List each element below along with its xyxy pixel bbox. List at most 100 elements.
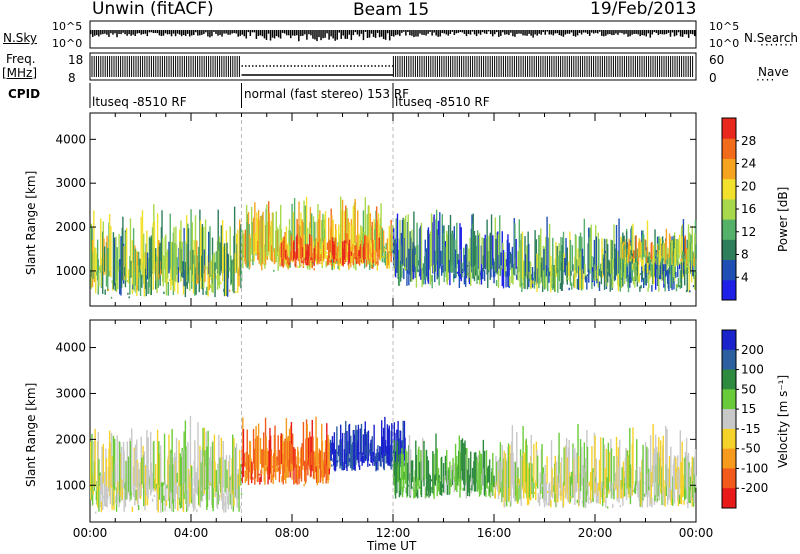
data-streak [302, 247, 304, 258]
data-streak [335, 255, 337, 262]
data-streak [116, 435, 118, 505]
data-streak [222, 246, 224, 274]
ytick-label: 3000 [55, 386, 86, 400]
data-streak [271, 465, 274, 468]
nsky-mark [550, 30, 553, 35]
nsky-mark [586, 30, 589, 34]
data-streak [244, 470, 247, 484]
nsky-mark [235, 30, 237, 34]
data-streak [264, 467, 266, 485]
data-streak [653, 244, 655, 263]
nsky-mark [239, 30, 241, 36]
data-streak [189, 475, 191, 504]
data-streak [266, 204, 268, 259]
data-streak [548, 223, 551, 272]
nsky-mark [449, 30, 452, 35]
nsky-mark [595, 30, 597, 33]
nsky-mark [390, 30, 393, 37]
data-streak [326, 251, 328, 254]
data-streak [204, 264, 206, 283]
nsky-mark [411, 30, 413, 36]
data-streak [381, 228, 384, 263]
data-streak [638, 274, 640, 283]
data-streak [493, 270, 495, 284]
nsky-mark [231, 30, 233, 34]
data-streak [668, 456, 671, 489]
data-streak [692, 285, 695, 288]
data-streak [331, 464, 333, 467]
nsky-mark [277, 30, 280, 38]
data-streak [313, 268, 315, 271]
data-streak [107, 247, 109, 291]
nsky-mark [487, 30, 490, 32]
data-streak [597, 482, 599, 503]
data-streak [604, 468, 606, 489]
data-streak [609, 261, 611, 292]
data-streak [517, 251, 519, 281]
data-streak [296, 234, 298, 259]
nsky-mark [170, 30, 173, 37]
data-streak [357, 210, 359, 253]
nsky-mark [506, 30, 508, 35]
nsky-mark [364, 30, 367, 32]
nsky-mark [461, 30, 464, 33]
nsky-mark [330, 30, 332, 37]
data-streak [586, 274, 589, 277]
data-streak [504, 453, 507, 502]
data-streak [552, 492, 554, 499]
data-streak [576, 259, 578, 273]
data-streak [333, 260, 336, 270]
data-streak [540, 228, 542, 273]
data-streak [373, 424, 375, 462]
nsky-mark [665, 30, 668, 34]
data-streak [182, 451, 184, 510]
data-streak [356, 258, 358, 262]
nsky-mark [176, 30, 179, 34]
nsky-mark [197, 30, 199, 36]
data-streak [230, 255, 232, 286]
data-streak [110, 226, 112, 278]
data-streak [678, 494, 681, 504]
data-streak [357, 424, 360, 463]
data-streak [300, 264, 302, 267]
data-streak [660, 237, 662, 263]
data-streak [683, 251, 685, 262]
data-streak [367, 430, 370, 461]
data-streak [229, 226, 231, 273]
data-streak [521, 282, 523, 293]
nsky-mark [552, 30, 555, 36]
data-streak [691, 260, 693, 266]
data-streak [606, 244, 609, 283]
data-streak [637, 264, 640, 275]
data-streak [414, 470, 416, 498]
data-streak [346, 244, 349, 259]
nsky-mark [116, 30, 118, 38]
nsky-mark [388, 30, 391, 41]
data-streak [290, 421, 293, 464]
data-streak [235, 291, 237, 294]
data-streak [429, 475, 432, 496]
data-streak [449, 461, 451, 494]
data-streak [329, 239, 331, 257]
data-streak [692, 259, 694, 277]
data-streak [654, 255, 657, 290]
data-streak [495, 461, 498, 485]
data-streak [562, 481, 565, 507]
data-streak [93, 210, 95, 272]
freq-unit: [MHz] [2, 66, 38, 80]
data-streak [490, 214, 493, 270]
freq-label: Freq. [6, 52, 36, 66]
data-streak [547, 491, 549, 494]
nsky-mark [693, 30, 696, 37]
data-streak [306, 423, 308, 464]
data-streak [690, 490, 692, 501]
data-streak [483, 238, 485, 269]
nsky-mark [114, 30, 116, 34]
data-streak [582, 268, 584, 290]
data-streak [639, 273, 642, 276]
colorbar-tick-label: 20 [741, 179, 756, 193]
nsky-mark [659, 30, 662, 35]
data-streak [481, 237, 483, 265]
data-streak [192, 249, 194, 275]
nsky-mark [273, 30, 276, 39]
